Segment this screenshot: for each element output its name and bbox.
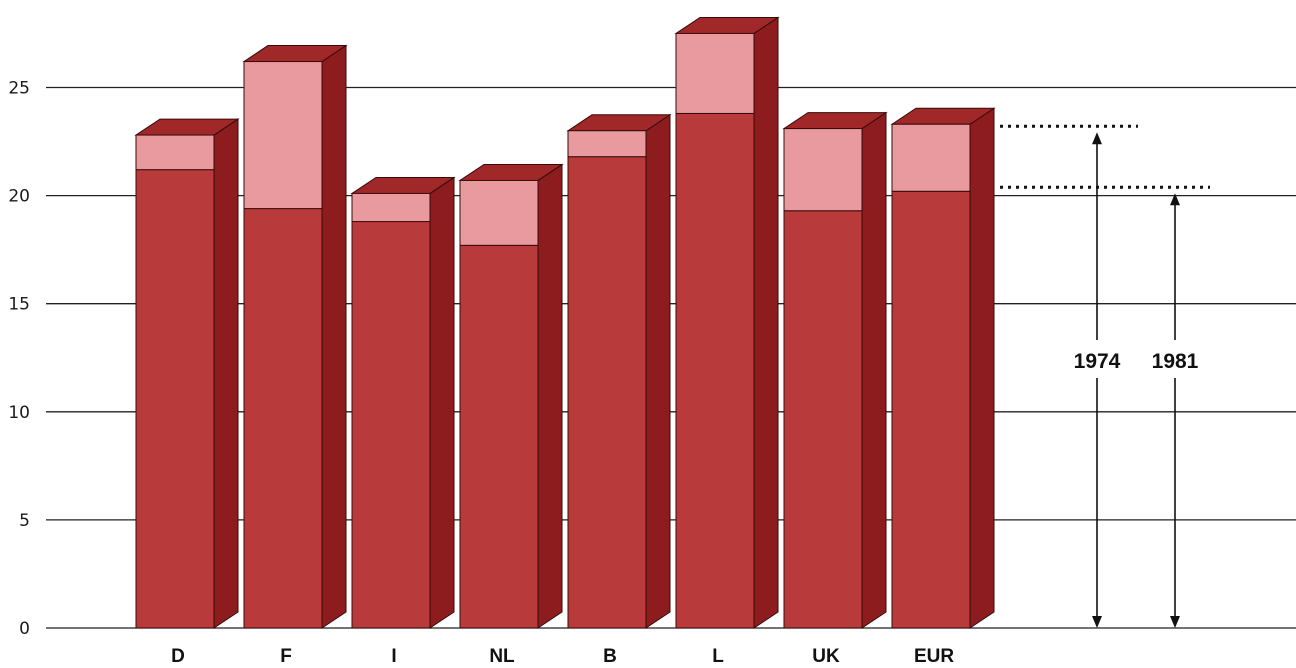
- y-tick-label: 0: [19, 619, 30, 639]
- bar-segment-1981: [243, 61, 323, 210]
- x-tick-label: F: [280, 646, 292, 667]
- bar-side-face: [969, 107, 995, 629]
- bar-side-face: [645, 113, 671, 629]
- y-tick-label: 15: [8, 295, 30, 315]
- bar-segment-1974: [459, 244, 539, 629]
- y-tick-label: 20: [8, 187, 30, 207]
- arrow-head-up-1981: [1170, 193, 1180, 206]
- bar-segment-1974: [783, 210, 863, 629]
- x-tick-label: B: [603, 646, 617, 667]
- annotation-label-1974: 1974: [1074, 350, 1121, 373]
- bar-i: [350, 176, 456, 629]
- x-tick-label: NL: [489, 646, 515, 667]
- bar-nl: [458, 163, 564, 629]
- x-tick-label: L: [712, 646, 724, 667]
- x-tick-label: EUR: [914, 646, 954, 667]
- bar-segment-1981: [783, 128, 863, 212]
- bar-d: [134, 118, 240, 629]
- year-annotations: 1974 1981: [1000, 124, 1210, 628]
- bar-segment-1981: [567, 130, 647, 158]
- bar-side-face: [429, 176, 455, 629]
- bar-segment-1981: [459, 179, 539, 246]
- y-tick-label: 5: [19, 511, 30, 531]
- bar-segment-1981: [135, 134, 215, 171]
- arrow-head-up-1974: [1092, 132, 1102, 145]
- bar-side-face: [537, 163, 563, 629]
- y-tick-label: 25: [8, 79, 30, 99]
- bar-l: [674, 16, 780, 629]
- bar-side-face: [753, 16, 779, 629]
- bar-f: [242, 44, 348, 629]
- bar-segment-1974: [351, 221, 431, 629]
- y-tick-label: 10: [8, 403, 30, 423]
- bar-eur: [890, 107, 996, 629]
- x-tick-label: D: [171, 646, 185, 667]
- bar-uk: [782, 111, 888, 629]
- bar-side-face: [213, 118, 239, 629]
- bar-segment-1981: [351, 192, 431, 223]
- annotation-label-1981: 1981: [1152, 350, 1199, 373]
- bars: [134, 16, 996, 629]
- x-tick-label: UK: [812, 646, 840, 667]
- arrow-head-down-1974: [1092, 616, 1102, 628]
- bar-segment-1974: [567, 156, 647, 629]
- bar-segment-1981: [891, 123, 971, 192]
- bar-segment-1974: [891, 190, 971, 629]
- y-axis-tick-labels: 0 5 10 15 20 25: [8, 79, 30, 640]
- bar-segment-1974: [135, 169, 215, 629]
- bar-segment-1974: [675, 112, 755, 629]
- x-tick-label: I: [391, 646, 396, 667]
- bar-segment-1981: [675, 32, 755, 114]
- bar-b: [566, 113, 672, 629]
- bar-segment-1974: [243, 208, 323, 629]
- bar-side-face: [321, 44, 347, 629]
- arrow-head-down-1981: [1170, 616, 1180, 628]
- bar-side-face: [861, 111, 887, 629]
- x-axis-category-labels: D F I NL B L UK EUR: [171, 646, 954, 667]
